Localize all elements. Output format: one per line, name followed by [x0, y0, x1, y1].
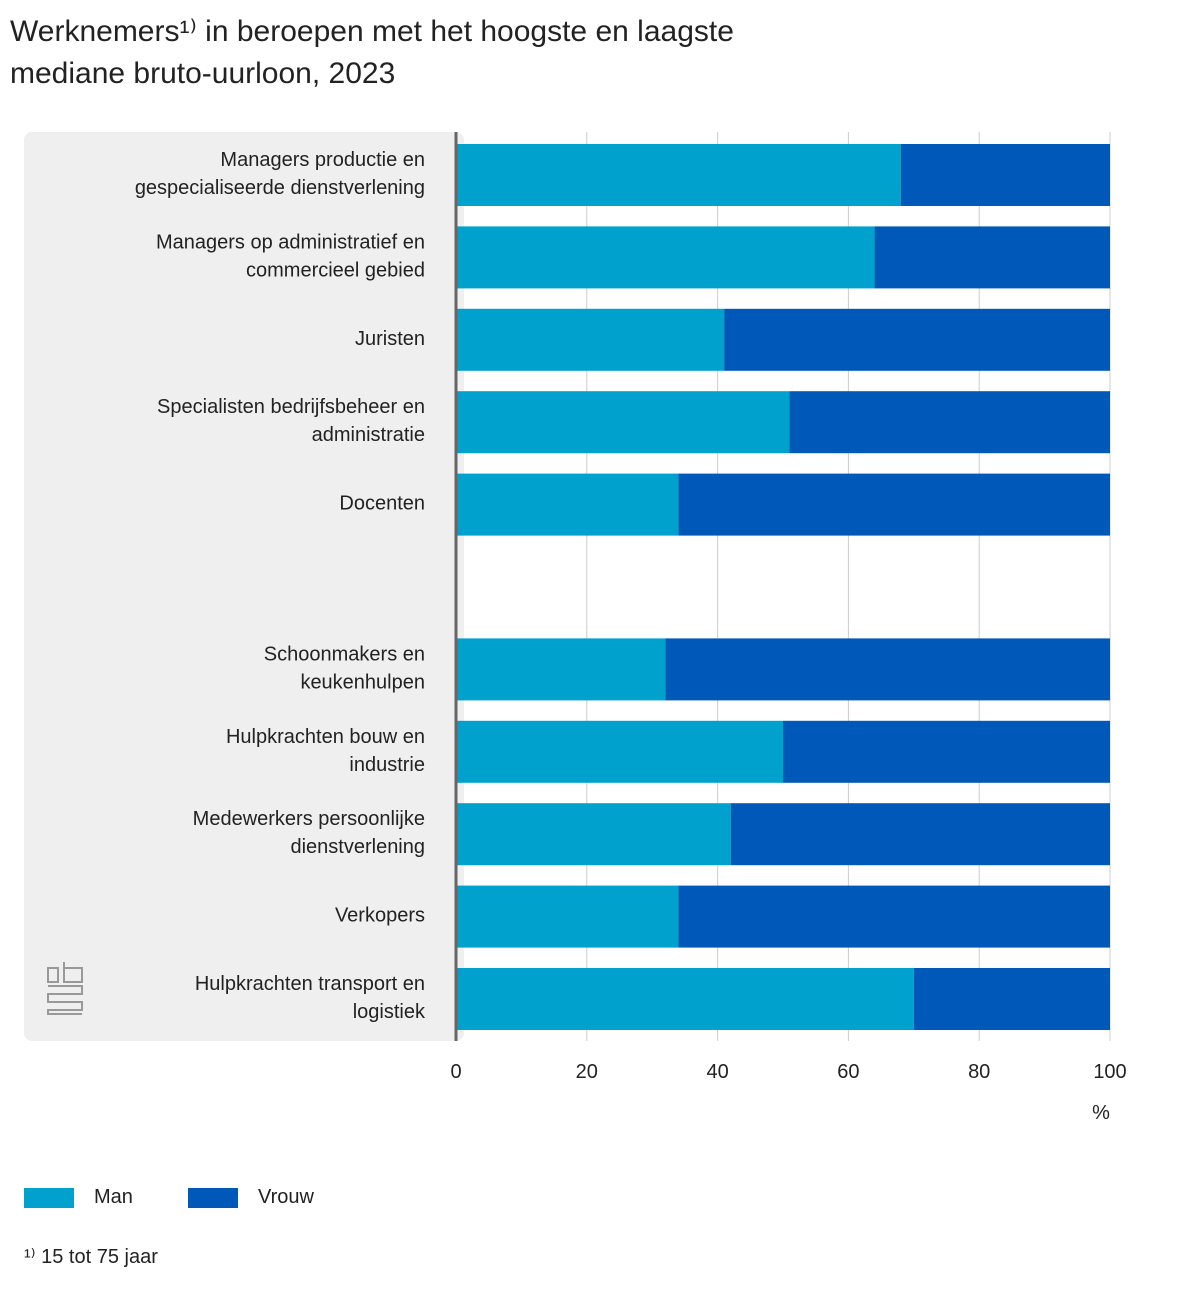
legend-label: Vrouw: [258, 1186, 315, 1208]
x-tick-label: 20: [576, 1061, 598, 1083]
y-tick-label: Managers op administratief en commercieel…: [156, 232, 425, 282]
bar-segment: [913, 968, 1110, 1030]
y-tick-label: Juristen: [355, 328, 425, 350]
x-tick-label: 0: [450, 1061, 461, 1083]
y-tick-label: Verkopers: [335, 905, 425, 927]
chart-title: Werknemers¹⁾ in beroepen met het hoogste…: [10, 15, 734, 90]
y-tick-label: Docenten: [339, 493, 425, 515]
bar-segment: [783, 720, 1110, 783]
bar-segment: [456, 144, 901, 206]
x-tick-label: 100: [1093, 1061, 1126, 1083]
y-tick-label: Specialisten bedrijfsbeheer en administra…: [157, 396, 425, 446]
x-tick-label: 40: [706, 1061, 728, 1083]
legend-swatch: [188, 1188, 238, 1208]
y-tick-label: Managers productie en gespecialiseerde di…: [135, 149, 425, 199]
bar-segment: [456, 720, 783, 783]
bar-segment: [730, 803, 1110, 866]
y-tick-label: Hulpkrachten bouw en industrie: [226, 726, 425, 776]
bar-segment: [456, 226, 875, 289]
y-tick-label: Hulpkrachten transport en logistiek: [195, 973, 426, 1023]
bar-segment: [456, 638, 666, 701]
bar-segment: [789, 391, 1110, 454]
legend-label: Man: [94, 1186, 133, 1208]
y-tick-label: Medewerkers persoonlijke dienstverlening: [193, 808, 425, 858]
bar-segment: [456, 885, 679, 948]
bar-segment: [900, 144, 1110, 206]
x-axis-label: %: [1092, 1102, 1110, 1124]
bar-segment: [678, 885, 1110, 948]
y-tick-label: Schoonmakers en keukenhulpen: [264, 644, 425, 694]
logo: [47, 962, 83, 1015]
bar-segment: [456, 391, 790, 454]
bar-segment: [678, 473, 1110, 536]
legend-swatch: [24, 1188, 74, 1208]
label-panel: [24, 132, 464, 1041]
bar-segment: [874, 226, 1110, 289]
bar-segment: [456, 968, 914, 1030]
bar-segment: [456, 308, 725, 371]
footnote: ¹⁾ 15 tot 75 jaar: [24, 1246, 158, 1268]
x-tick-label: 60: [837, 1061, 859, 1083]
bar-segment: [665, 638, 1110, 701]
bar-segment: [724, 308, 1110, 371]
bar-segment: [456, 803, 731, 866]
bar-segment: [456, 473, 679, 536]
x-tick-label: 80: [968, 1061, 990, 1083]
